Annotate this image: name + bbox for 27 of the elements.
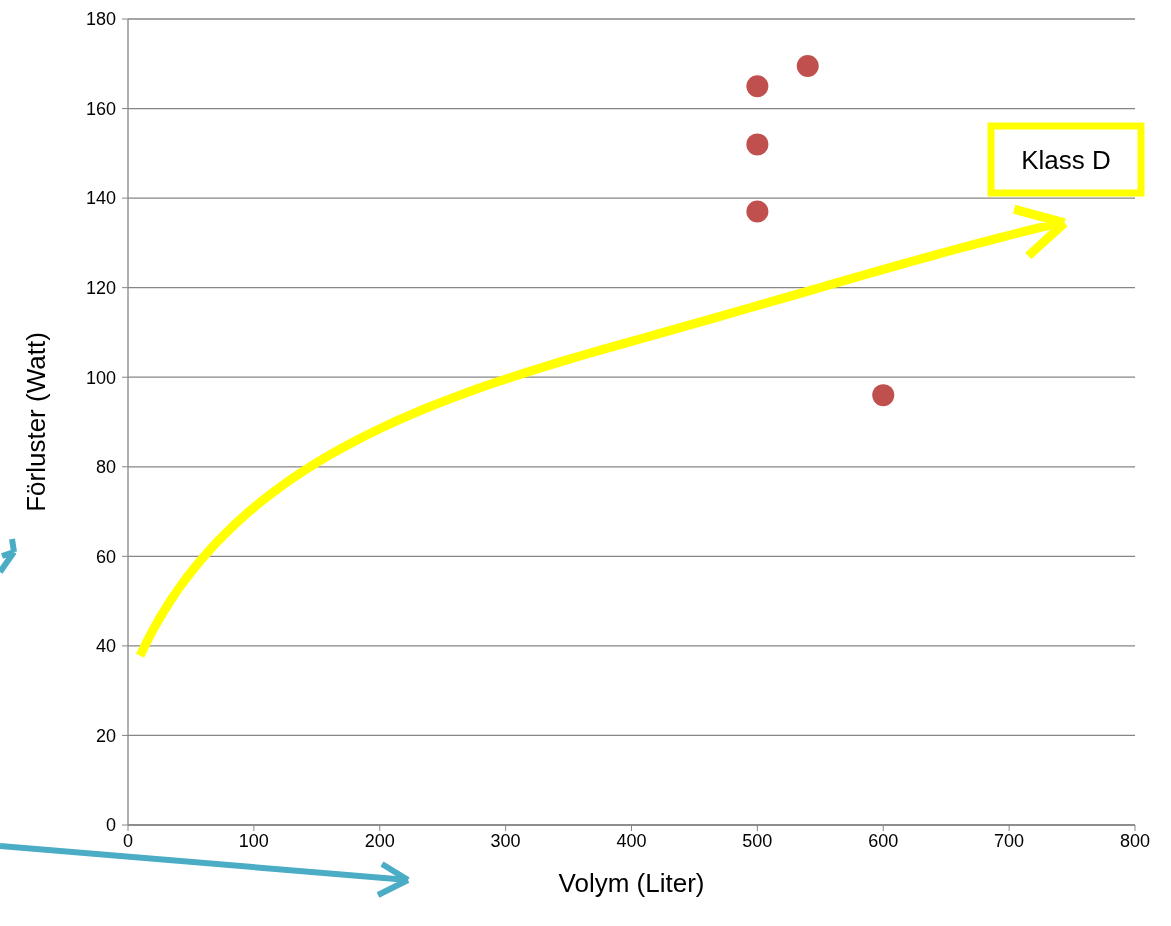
y-tick-label: 80 — [95, 457, 116, 478]
y-tick-label: 100 — [85, 367, 116, 388]
annotation: Klass D — [1021, 145, 1111, 176]
x-tick-label: 300 — [490, 831, 521, 851]
x-tick-label: 200 — [364, 831, 395, 851]
y-axis-title: Förluster (Watt) — [21, 332, 51, 512]
y-tick-label: 20 — [95, 725, 116, 746]
y-tick-label: 40 — [95, 636, 116, 657]
point — [872, 384, 895, 407]
x-tick-label: 0 — [122, 831, 134, 851]
x-tick-label: 100 — [238, 831, 269, 851]
y-tick-label: 160 — [85, 98, 116, 119]
point — [746, 200, 769, 223]
y-tick-label: 60 — [95, 546, 116, 567]
y-tick-label: 180 — [85, 9, 116, 30]
y-tick-label: 0 — [105, 815, 116, 836]
point — [746, 133, 769, 156]
x-tick-label: 800 — [1119, 831, 1151, 851]
point — [796, 55, 819, 78]
x-axis-title: Volym (Liter) — [558, 868, 705, 898]
x-tick-label: 500 — [742, 831, 773, 851]
x-tick-label: 400 — [616, 831, 647, 851]
x-tick-label: 600 — [868, 831, 899, 851]
point — [746, 75, 769, 98]
x-tick-label: 700 — [994, 831, 1025, 851]
y-tick-label: 120 — [85, 277, 116, 298]
y-tick-label: 140 — [85, 188, 116, 209]
